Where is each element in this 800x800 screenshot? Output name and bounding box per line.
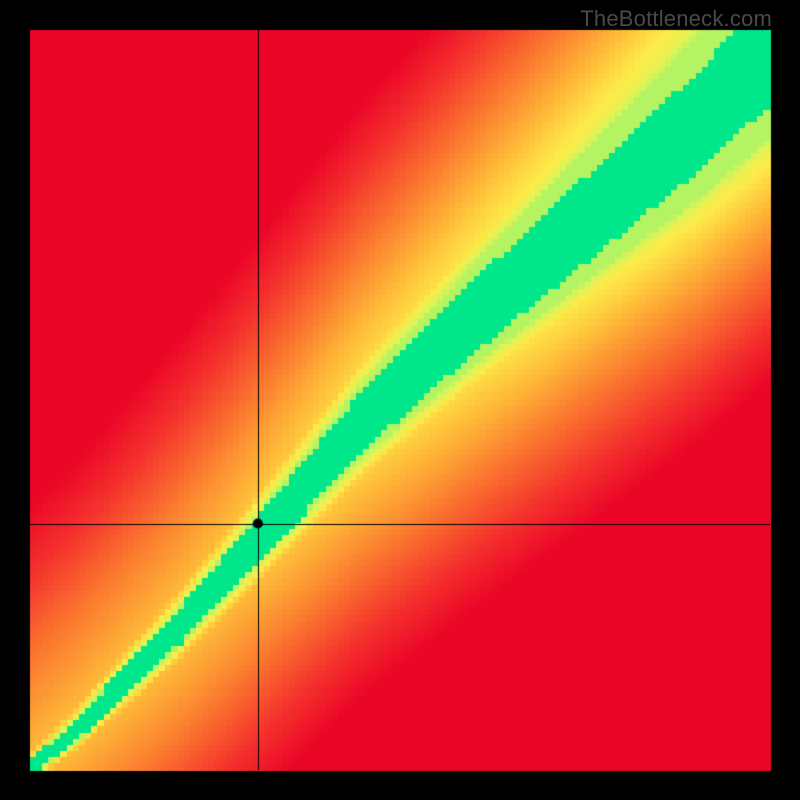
chart-container: { "meta": { "watermark": "TheBottleneck.… — [0, 0, 800, 800]
bottleneck-heatmap — [0, 0, 800, 800]
watermark-text: TheBottleneck.com — [580, 6, 772, 32]
